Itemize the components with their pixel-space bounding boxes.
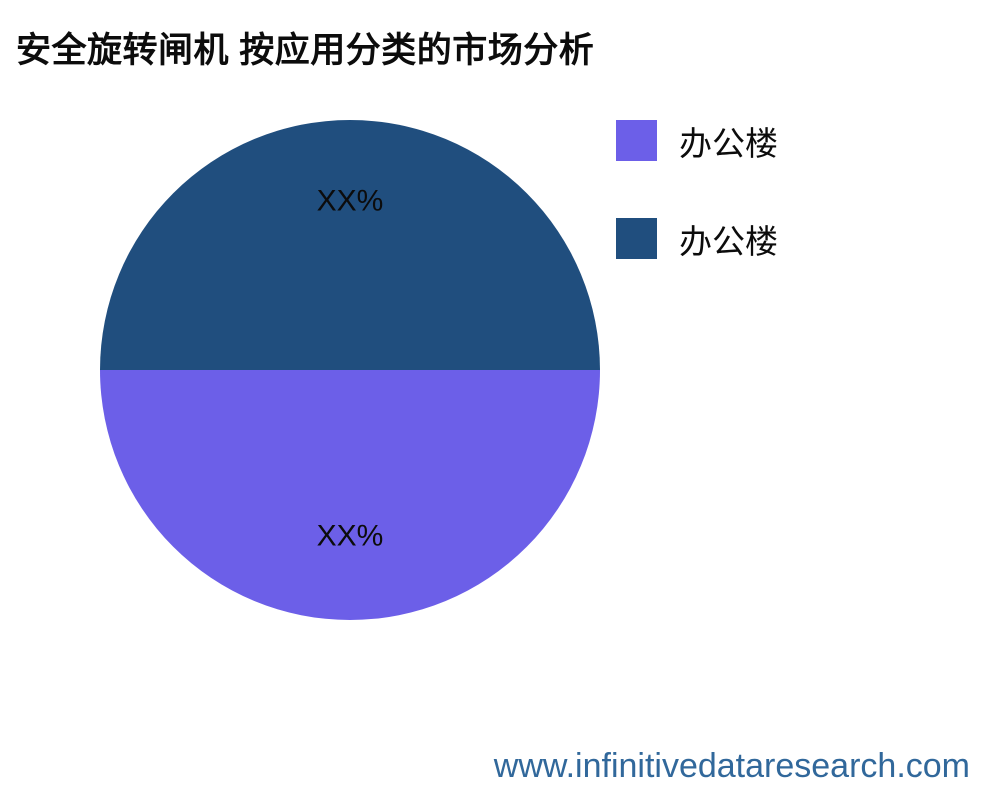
footer-url: www.infinitivedataresearch.com: [493, 747, 970, 785]
pie-slice: [100, 120, 600, 370]
pie-slice-label: XX%: [317, 519, 384, 552]
pie-slice: [100, 370, 600, 620]
chart-title: 安全旋转闸机 按应用分类的市场分析: [16, 31, 595, 70]
pie-slice-label: XX%: [317, 184, 384, 217]
legend-swatch: [616, 218, 657, 259]
pie-chart-container: XX% XX%: [100, 120, 600, 620]
legend-label: 办公楼: [679, 124, 778, 162]
legend-item: 办公楼: [616, 120, 778, 162]
legend-label: 办公楼: [679, 222, 778, 260]
legend: 办公楼 办公楼: [616, 120, 778, 260]
pie-chart: XX% XX%: [100, 120, 600, 620]
legend-swatch: [616, 120, 657, 161]
legend-item: 办公楼: [616, 218, 778, 260]
